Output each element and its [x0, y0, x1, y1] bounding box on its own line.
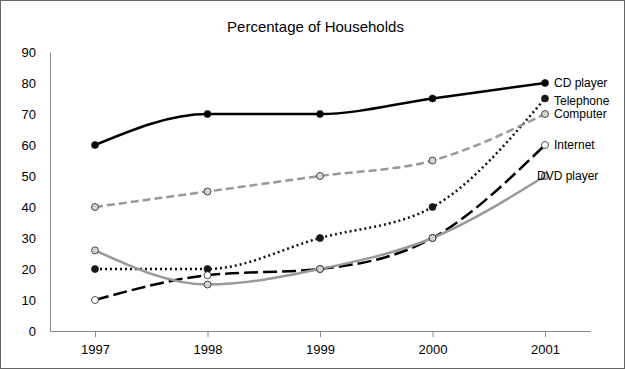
series-marker: [542, 111, 549, 118]
y-tick-label: 20: [22, 262, 36, 277]
y-axis: 0 10 20 30 40 50 60 70 80 90: [22, 45, 51, 339]
x-tick-mark: [545, 331, 546, 337]
y-tick-label: 30: [22, 231, 36, 246]
series-label: Internet: [554, 138, 595, 152]
series-marker: [317, 266, 324, 273]
series-marker: [317, 111, 324, 118]
series-marker: [429, 157, 436, 164]
series-marker: [429, 235, 436, 242]
series-marker: [317, 173, 324, 180]
x-tick: 1999: [306, 331, 335, 357]
series-marker: [429, 204, 436, 211]
series-label: CD player: [554, 76, 607, 90]
x-tick-label: 1998: [194, 342, 223, 357]
series-label: Telephone: [554, 94, 610, 108]
y-tick: 30: [22, 231, 50, 246]
series-label: Computer: [554, 107, 607, 121]
x-tick-label: 1999: [306, 342, 335, 357]
y-tick-label: 90: [22, 45, 36, 60]
y-tick-label: 10: [22, 293, 36, 308]
series-labels: CD player TelephoneComputer Internet DVD pl…: [537, 76, 610, 183]
chart: Percentage of Households 0 10 20 30 40 50 60 70 8…: [0, 0, 625, 369]
x-tick-mark: [208, 331, 209, 337]
series-marker: [92, 204, 99, 211]
x-tick-label: 2001: [531, 342, 560, 357]
y-tick: 80: [22, 76, 50, 91]
x-tick: 1998: [194, 331, 223, 357]
series-marker: [92, 142, 99, 149]
series-line: [95, 145, 545, 300]
x-tick: 2001: [531, 331, 560, 357]
y-tick-label: 60: [22, 138, 36, 153]
y-tick: 50: [22, 169, 50, 184]
frame: [1, 1, 625, 369]
series-marker: [429, 95, 436, 102]
series-marker: [204, 281, 211, 288]
x-tick-mark: [433, 331, 434, 337]
series-marker: [204, 272, 211, 279]
y-tick: 10: [22, 293, 50, 308]
series-marker: [204, 111, 211, 118]
y-axis-line: [50, 53, 51, 332]
x-tick-mark: [95, 331, 96, 337]
x-tick-label: 1997: [81, 342, 110, 357]
y-tick: 70: [22, 107, 50, 122]
title: Percentage of Households: [227, 18, 404, 35]
series-label: DVD player: [537, 169, 598, 183]
y-tick-label: 70: [22, 107, 36, 122]
x-tick: 1997: [81, 331, 110, 357]
series-marker: [542, 142, 549, 149]
series-line: [95, 176, 545, 285]
y-tick-label: 0: [29, 324, 36, 339]
series-marker: [542, 80, 549, 87]
series-marker: [317, 235, 324, 242]
y-tick: 20: [22, 262, 50, 277]
series-marker: [92, 247, 99, 254]
series-marker: [92, 297, 99, 304]
y-tick-label: 50: [22, 169, 36, 184]
plot-area: [92, 80, 549, 304]
series-line: [95, 83, 545, 145]
series-marker: [204, 188, 211, 195]
y-tick: 60: [22, 138, 50, 153]
y-tick: 0: [29, 324, 50, 339]
y-tick: 90: [22, 45, 50, 60]
series-line: [95, 99, 545, 270]
series-line: [95, 114, 545, 207]
x-axis: 1997 1998 1999 2000 2001: [51, 331, 591, 357]
y-tick-label: 40: [22, 200, 36, 215]
series-marker: [92, 266, 99, 273]
x-tick-mark: [320, 331, 321, 337]
y-tick: 40: [22, 200, 50, 215]
x-tick: 2000: [419, 331, 448, 357]
x-tick-label: 2000: [419, 342, 448, 357]
y-tick-label: 80: [22, 76, 36, 91]
series-marker: [317, 266, 324, 273]
series-marker: [429, 235, 436, 242]
series-marker: [542, 95, 549, 102]
